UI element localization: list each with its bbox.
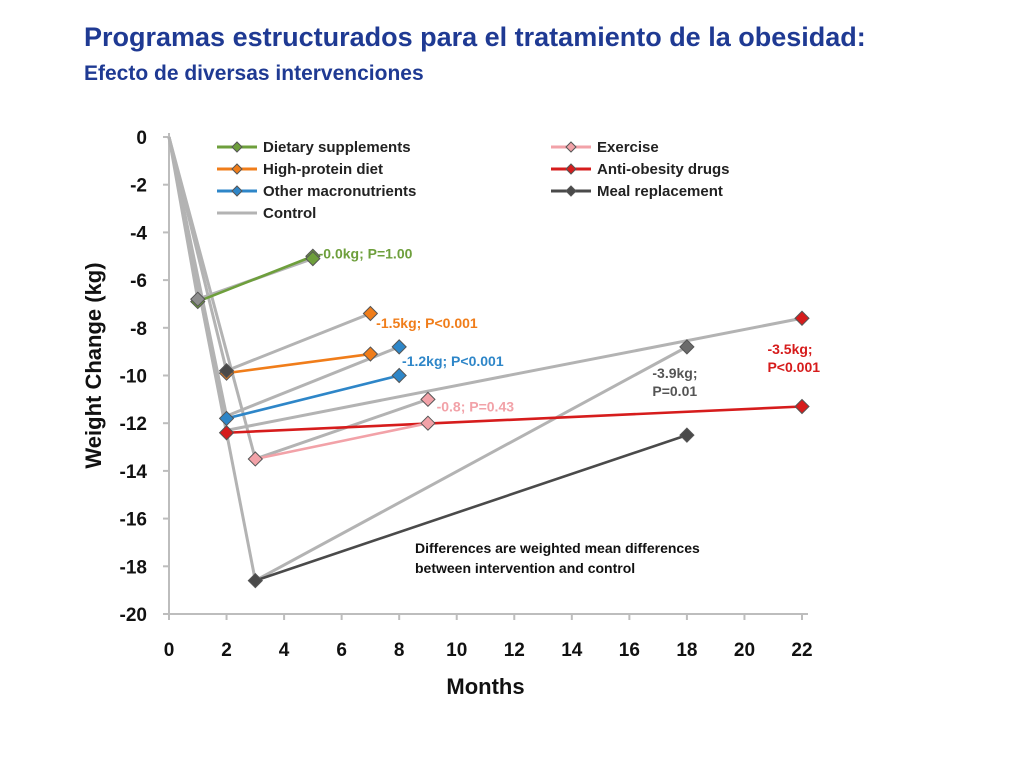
y-tick-label: -14 [120,462,148,483]
control-end-point [679,339,695,355]
y-tick-label: -20 [120,605,147,626]
footnote-text: between intervention and control [415,560,635,576]
difference-annotation: -1.2kg; P<0.001 [402,353,504,369]
y-tick-label: -12 [120,414,147,435]
y-tick-label: -18 [120,557,147,578]
legend-label-exercise: Exercise [597,139,659,156]
x-tick-label: 18 [676,640,697,661]
legend-label-dietary-supplements: Dietary supplements [263,139,411,156]
x-axis-title: Months [446,674,524,699]
legend-marker-other-macronutrients [231,185,243,197]
difference-annotation: P<0.001 [767,359,820,375]
other-macronutrients-line [226,374,400,420]
meal-replacement-point [679,427,695,443]
slide-title: Programas estructurados para el tratamie… [84,22,866,52]
footnote-text: Differences are weighted mean difference… [415,540,700,556]
y-tick-label: -4 [130,223,147,244]
high-protein-diet-line [226,352,371,375]
anti-obesity-drugs-point [794,398,810,415]
control-end-point [794,310,810,326]
difference-annotation: -3.9kg; [652,365,697,381]
control-end-point [420,391,436,408]
control-end-point [218,363,235,379]
x-tick-label: 0 [164,640,175,661]
legend-marker-dietary-supplements [231,141,243,153]
anti-obesity-drugs-point [218,425,235,441]
legend-label-high-protein-diet: High-protein diet [263,161,383,178]
exercise-line [255,421,429,461]
meal-replacement-point [247,572,264,589]
legend-marker-exercise [565,141,577,153]
x-tick-label: 14 [561,640,583,661]
x-tick-label: 20 [734,640,755,661]
slide-subtitle: Efecto de diversas intervenciones [84,62,424,85]
control-end-point [362,305,379,322]
control-end-point [391,339,407,355]
meal-replacement-line [254,433,688,582]
legend-marker-high-protein-diet [231,163,243,175]
control-line [167,136,803,432]
x-tick-label: 16 [619,640,640,661]
y-tick-label: 0 [136,128,147,149]
x-tick-label: 2 [221,640,232,661]
exercise-point [247,451,264,467]
y-tick-label: -8 [130,319,147,340]
x-tick-label: 22 [791,640,812,661]
y-tick-label: -16 [120,510,147,531]
difference-annotation: -0.0kg; P=1.00 [319,246,413,262]
control-end-point [190,291,206,307]
x-tick-label: 6 [336,640,347,661]
y-tick-label: -6 [130,271,147,292]
dietary-supplements-line [197,255,314,303]
high-protein-diet-point [362,346,379,362]
legend-label-control: Control [263,205,316,222]
y-tick-label: -10 [120,367,147,388]
control-end-point [305,250,321,267]
anti-obesity-drugs-line [226,405,803,435]
legend-marker-anti-obesity-drugs [565,163,577,175]
legend-label-meal-replacement: Meal replacement [597,183,723,200]
x-tick-label: 12 [504,640,525,661]
legend-label-other-macronutrients: Other macronutrients [263,183,416,200]
exercise-point [420,415,436,431]
difference-annotation: -3.5kg; [767,341,812,357]
difference-annotation: P=0.01 [652,383,697,399]
y-tick-label: -2 [130,176,147,197]
other-macronutrients-point [391,367,407,384]
difference-annotation: -0.8; P=0.43 [437,398,515,414]
x-tick-label: 10 [446,640,467,661]
y-axis-title: Weight Change (kg) [81,262,106,468]
legend-marker-meal-replacement [565,185,577,197]
x-tick-label: 8 [394,640,405,661]
x-tick-label: 4 [279,640,290,661]
legend-label-anti-obesity-drugs: Anti-obesity drugs [597,161,730,178]
difference-annotation: -1.5kg; P<0.001 [376,315,478,331]
